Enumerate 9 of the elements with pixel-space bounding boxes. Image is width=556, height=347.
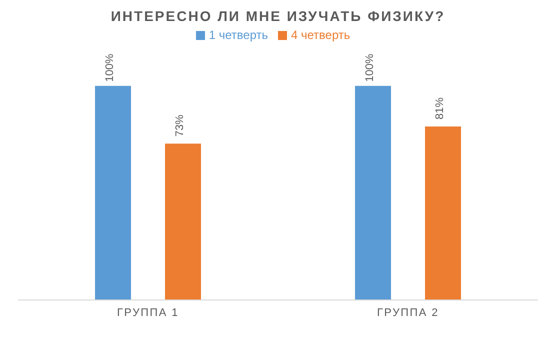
data-label: 73% bbox=[174, 114, 186, 137]
chart-title: ИНТЕРЕСНО ЛИ МНЕ ИЗУЧАТЬ ФИЗИКУ? bbox=[110, 8, 446, 24]
data-label: 100% bbox=[364, 54, 376, 82]
legend-label: 1 четверть bbox=[208, 28, 268, 42]
legend-label: 4 четверть bbox=[291, 28, 350, 42]
data-label: 81% bbox=[434, 97, 446, 120]
x-tick-label: ГРУППА 1 bbox=[117, 306, 179, 319]
data-label: 100% bbox=[104, 54, 116, 82]
x-tick-label: ГРУППА 2 bbox=[377, 306, 439, 319]
